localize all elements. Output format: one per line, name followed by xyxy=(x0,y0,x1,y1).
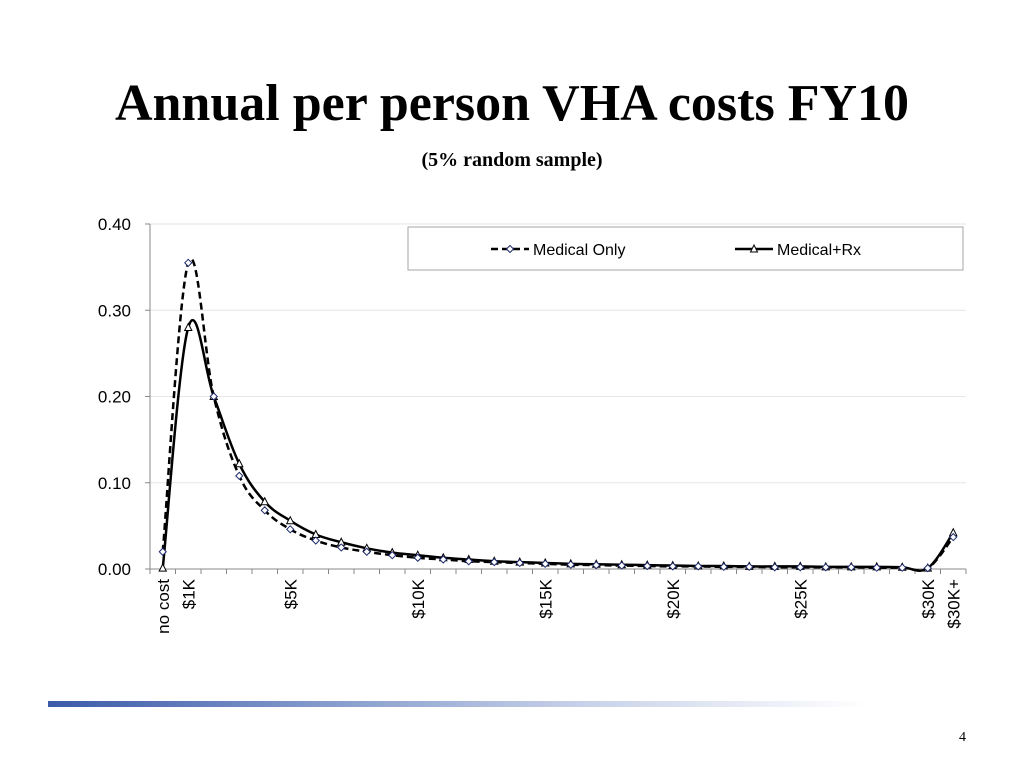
y-tick-label: 0.00 xyxy=(98,560,131,579)
series-group xyxy=(158,257,958,573)
data-point-diamond xyxy=(643,561,652,571)
data-point-diamond xyxy=(235,471,244,481)
data-point-diamond xyxy=(286,525,295,534)
x-tick-label: $5K xyxy=(281,578,300,609)
data-point-diamond xyxy=(209,392,218,401)
y-tick-label: 0.40 xyxy=(98,215,131,234)
x-tick-label: $30K xyxy=(919,578,938,618)
legend-label-medical-only: Medical Only xyxy=(533,242,625,259)
x-tick-label: $20K xyxy=(664,578,683,618)
data-point-diamond xyxy=(311,536,320,545)
data-point-triangle xyxy=(183,322,193,331)
series-line-medical-rx xyxy=(161,318,955,572)
x-tick-label: $30K+ xyxy=(944,579,963,629)
data-point-diamond xyxy=(184,258,193,268)
data-point-diamond xyxy=(541,559,550,569)
data-point-diamond xyxy=(796,563,805,572)
data-point-diamond xyxy=(668,562,677,571)
x-tick-label: no cost xyxy=(154,579,173,634)
data-point-diamond xyxy=(694,562,703,571)
x-tick-label: $15K xyxy=(536,578,555,618)
data-point-triangle xyxy=(285,515,295,525)
data-point-diamond xyxy=(337,543,346,552)
data-point-triangle xyxy=(158,563,168,572)
data-point-diamond xyxy=(515,558,524,568)
data-point-diamond xyxy=(490,557,499,567)
data-point-diamond xyxy=(158,547,167,556)
data-point-triangle xyxy=(260,496,270,506)
data-point-diamond xyxy=(464,557,473,566)
data-point-diamond xyxy=(592,560,601,570)
page-number: 4 xyxy=(959,730,966,745)
x-tick-label: $10K xyxy=(409,578,428,618)
data-point-diamond xyxy=(949,532,958,542)
legend-box xyxy=(407,226,964,271)
legend-label-medical-rx: Medical+Rx xyxy=(777,242,861,259)
data-point-diamond xyxy=(923,563,932,573)
data-point-diamond xyxy=(821,563,830,572)
x-tick-label: $1K xyxy=(179,578,198,609)
y-tick-label: 0.20 xyxy=(98,388,131,407)
legend-marker-diamond-icon xyxy=(505,244,515,254)
y-tick-label: 0.10 xyxy=(98,474,131,493)
gridlines xyxy=(150,223,966,484)
data-point-diamond xyxy=(847,563,856,572)
data-point-triangle xyxy=(234,458,244,468)
slide-subtitle: (5% random sample) xyxy=(421,149,603,171)
data-point-diamond xyxy=(719,562,728,572)
data-point-diamond xyxy=(745,562,754,572)
data-point-diamond xyxy=(388,550,397,560)
data-point-diamond xyxy=(770,563,779,572)
x-axis-tick-labels: no cost $1K $5K $10K $15K $20K $25K $30K $30K+ xyxy=(154,578,964,633)
y-tick-label: 0.30 xyxy=(98,301,131,320)
data-point-diamond xyxy=(362,547,371,556)
data-point-diamond xyxy=(260,506,269,515)
legend-marker-triangle-icon xyxy=(749,243,759,253)
line-chart: 0.00 0.10 0.20 0.30 0.40 no cost $1K $5K $10K $1… xyxy=(98,215,967,634)
data-point-diamond xyxy=(413,553,422,562)
axes xyxy=(145,223,967,574)
series-line-medical-only xyxy=(161,257,955,572)
data-point-diamond xyxy=(898,563,907,572)
data-point-diamond xyxy=(566,560,575,569)
y-axis-tick-labels: 0.00 0.10 0.20 0.30 0.40 xyxy=(98,215,131,579)
slide-title: Annual per person VHA costs FY10 xyxy=(114,75,910,132)
data-point-diamond xyxy=(872,563,881,572)
data-point-diamond xyxy=(617,561,626,570)
footer-accent-bar xyxy=(48,701,868,707)
data-point-diamond xyxy=(439,555,448,564)
x-tick-label: $25K xyxy=(791,578,810,618)
legend: Medical Only Medical+Rx xyxy=(407,226,964,271)
